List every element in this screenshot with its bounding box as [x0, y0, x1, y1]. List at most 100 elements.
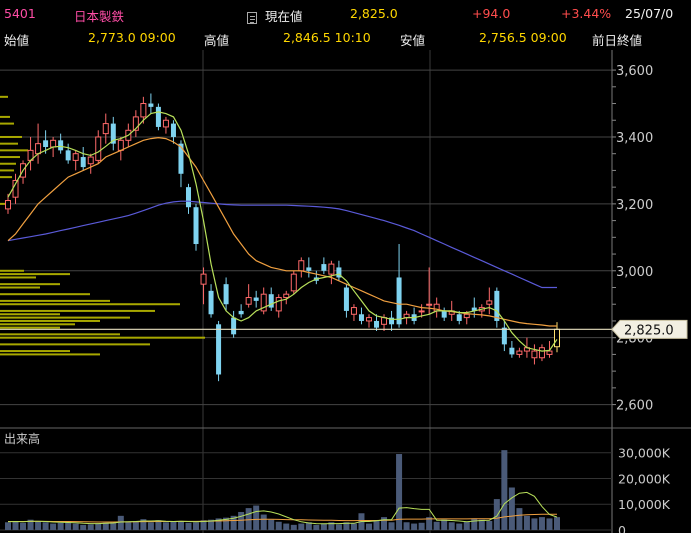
volume-bar: [42, 522, 49, 530]
volume-bar: [20, 522, 27, 530]
volume-bar: [388, 522, 395, 530]
volume-tick-label: 20,000K: [618, 471, 671, 486]
volume-bar: [140, 519, 147, 530]
low-value: 2,756.5 09:00: [479, 30, 567, 45]
candle-body: [260, 293, 267, 312]
candle-body: [65, 150, 71, 161]
volume-bar: [516, 508, 523, 530]
volume-bar: [403, 522, 410, 530]
price-profile-bar: [0, 350, 70, 353]
volume-bar: [546, 518, 553, 530]
stock-code: 5401: [4, 6, 36, 21]
candle-body: [486, 300, 493, 305]
price-profile-bar: [0, 202, 8, 205]
price-profile-bar: [0, 336, 205, 339]
candle-body: [87, 156, 94, 165]
candle-body: [546, 350, 553, 355]
volume-bar: [117, 515, 124, 530]
price-profile-bar: [0, 169, 14, 172]
volume-bar: [177, 520, 184, 530]
price-profile-bar: [0, 286, 40, 289]
high-label: 高値: [204, 33, 230, 48]
ma-short-line: [7, 111, 558, 352]
candle-body: [253, 297, 259, 301]
candle-body: [95, 136, 102, 161]
candle-body: [298, 260, 305, 272]
candle-body: [155, 106, 161, 127]
current-price-label: 現在値: [265, 9, 303, 24]
price-profile-bar: [0, 326, 60, 329]
volume-bar: [486, 520, 493, 530]
candle-body: [283, 293, 290, 299]
candle-body: [501, 327, 507, 345]
candle-body: [306, 267, 312, 271]
volume-bar: [245, 508, 252, 530]
volume-bar: [426, 517, 433, 530]
candle-body: [389, 317, 395, 325]
candlesticks: [5, 93, 560, 382]
price-tick-label: 3,200: [616, 198, 653, 213]
price-profile-bar: [0, 269, 24, 272]
volume-panel: 出来高 30,000K 20,000K 10,000K 0: [0, 427, 691, 533]
volume-bar: [80, 524, 87, 530]
price-profile-bar: [0, 303, 180, 306]
volume-bar: [87, 524, 94, 530]
volume-bar: [381, 517, 388, 530]
candle-body: [245, 297, 252, 305]
prev-close-label: 前日終値: [592, 33, 643, 48]
volume-bar: [35, 520, 42, 530]
volume-tick-label: 30,000K: [618, 446, 671, 461]
price-profile-bar: [0, 149, 28, 152]
price-profile-bar: [0, 273, 70, 276]
price-change: +94.0: [472, 6, 511, 21]
price-profile-bar: [0, 115, 10, 118]
price-profile-bar: [0, 135, 22, 138]
candle-body: [531, 350, 538, 359]
volume-bar: [554, 517, 560, 530]
volume-bar: [208, 519, 215, 530]
stock-name: 日本製鉄: [74, 9, 125, 24]
volume-bar: [170, 521, 177, 530]
volume-bar: [72, 523, 79, 530]
volume-bar: [478, 519, 485, 530]
volume-bar: [193, 522, 200, 530]
candle-body: [216, 324, 222, 375]
candle-body: [494, 290, 500, 321]
volume-bar: [350, 523, 357, 530]
volume-tick-label: 10,000K: [618, 497, 671, 512]
volume-bar: [448, 522, 455, 530]
volume-bar: [125, 522, 132, 530]
price-profile-bar: [0, 333, 120, 336]
candle-body: [365, 317, 372, 322]
candle-body: [441, 310, 447, 318]
volume-bar: [223, 517, 230, 530]
candle-body: [238, 310, 244, 315]
volume-bar: [162, 522, 169, 530]
volume-bar: [230, 515, 237, 530]
price-profile-bar: [0, 313, 60, 316]
open-value: 2,773.0 09:00: [88, 30, 176, 45]
candle-body: [148, 103, 154, 107]
ma-long-line: [7, 200, 557, 289]
candle-body: [343, 287, 349, 311]
volume-bar: [313, 524, 320, 530]
candle-body: [223, 284, 229, 305]
candle-body: [321, 264, 327, 271]
candle-body: [208, 290, 214, 315]
volume-bar: [283, 523, 290, 530]
volume-bar: [50, 523, 57, 530]
price-profile-bar: [0, 122, 14, 125]
volume-bar: [373, 520, 380, 530]
volume-bar: [456, 523, 463, 530]
volume-bar: [493, 499, 500, 530]
current-price-value: 2,825.0: [350, 6, 398, 21]
candle-body: [178, 143, 184, 174]
volume-bar: [57, 522, 64, 530]
price-profile-bar: [0, 142, 18, 145]
price-profile-bar: [0, 319, 100, 322]
volume-bar: [305, 522, 312, 530]
candle-body: [418, 310, 425, 313]
price-volume-profile: [0, 95, 205, 356]
price-profile-bar: [0, 343, 150, 346]
